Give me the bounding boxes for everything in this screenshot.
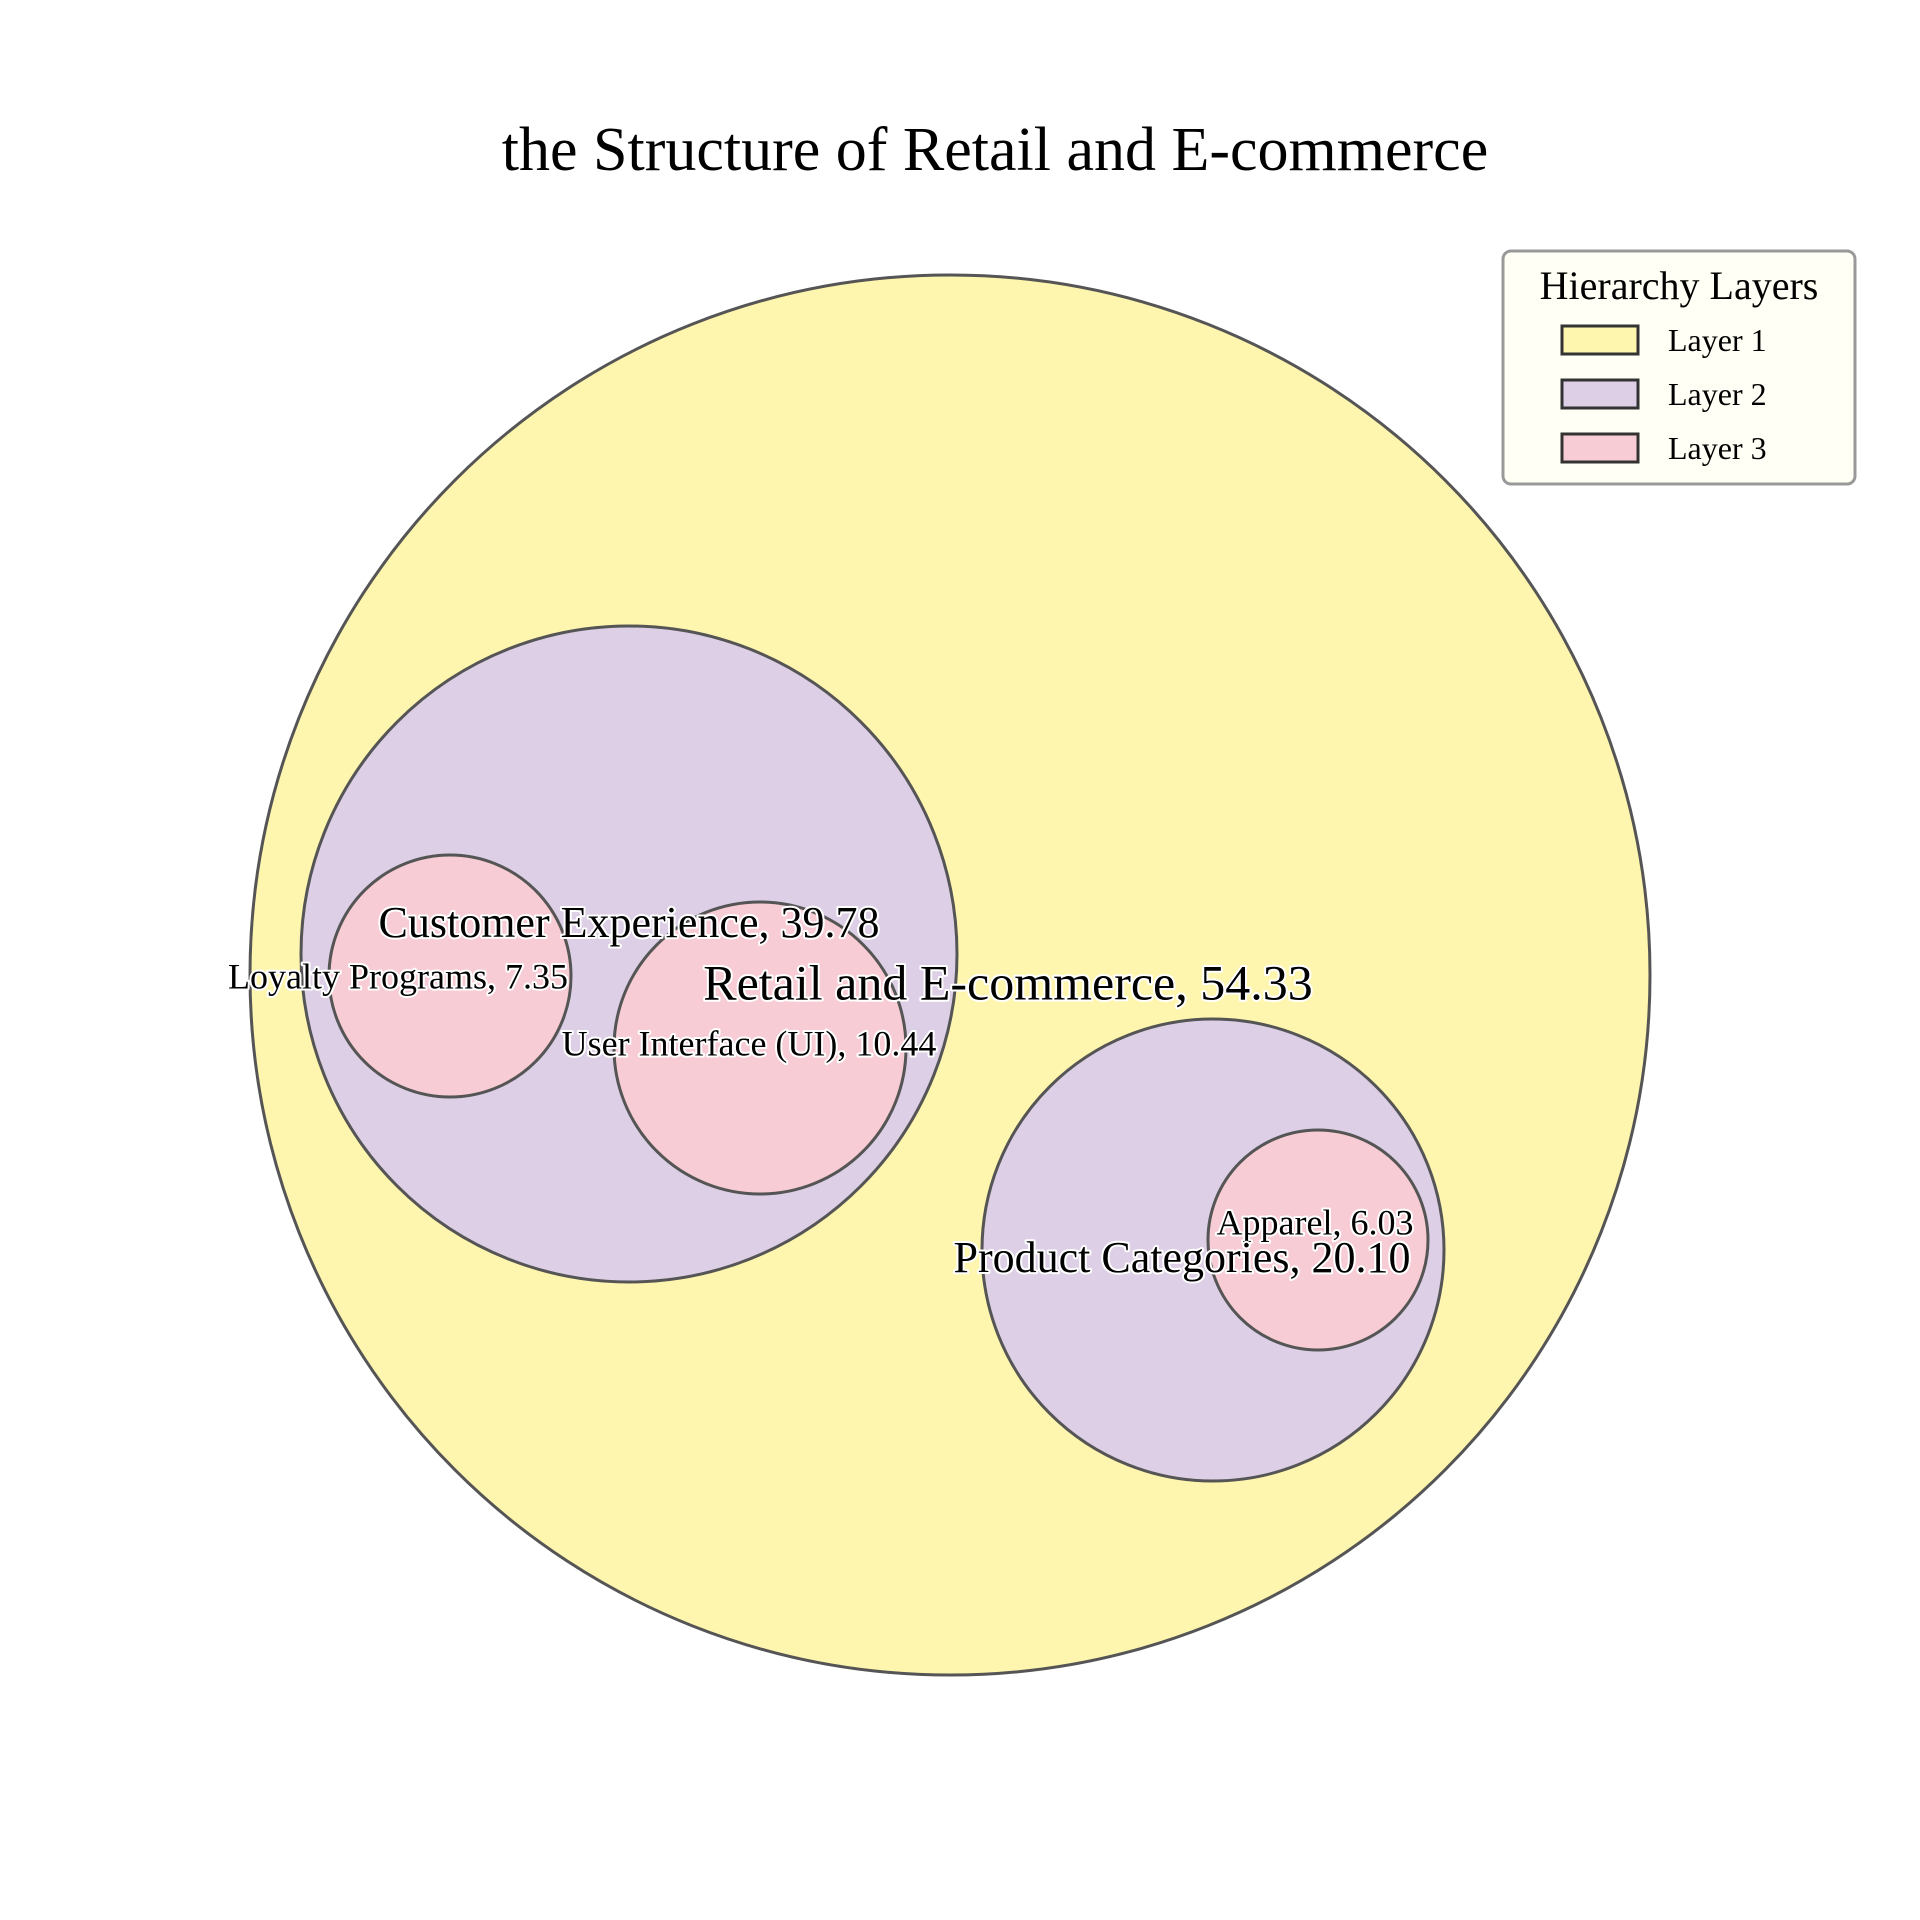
- legend-swatch-layer-2: [1560, 378, 1640, 410]
- labels-layer: Customer Experience, 39.78 Loyalty Progra…: [226, 896, 1415, 1284]
- bubble-label-ui: User Interface (UI), 10.44: [562, 1023, 937, 1063]
- bubble-lp: [327, 853, 573, 1099]
- legend-swatch-layer-3: [1560, 432, 1640, 464]
- legend-label-layer-2: Layer 2: [1668, 376, 1767, 412]
- legend: Hierarchy Layers Layer 1 Layer 2 Layer 3: [1501, 249, 1857, 486]
- legend-swatch-layer-1: [1560, 324, 1640, 356]
- bubble-label-ap: Apparel, 6.03: [1217, 1202, 1414, 1242]
- legend-label-layer-1: Layer 1: [1668, 322, 1767, 358]
- legend-title: Hierarchy Layers: [1540, 263, 1819, 308]
- legend-label-layer-3: Layer 3: [1668, 430, 1767, 466]
- bubble-ap: [1206, 1128, 1430, 1352]
- legend-entries: Layer 1 Layer 2 Layer 3: [1560, 322, 1767, 466]
- bubble-label-lp: Loyalty Programs, 7.35: [228, 956, 568, 996]
- legend-frame: [1501, 249, 1857, 486]
- bubble-ui: [612, 900, 908, 1196]
- chart-title: the Structure of Retail and E-commerce: [502, 116, 1488, 184]
- bubble-label-root: Retail and E-commerce, 54.33: [703, 954, 1313, 1010]
- bubbles-layer: [248, 273, 1652, 1677]
- bubble-label-pc: Product Categories, 20.10: [953, 1233, 1410, 1282]
- bubble-label-cx: Customer Experience, 39.78: [379, 898, 880, 947]
